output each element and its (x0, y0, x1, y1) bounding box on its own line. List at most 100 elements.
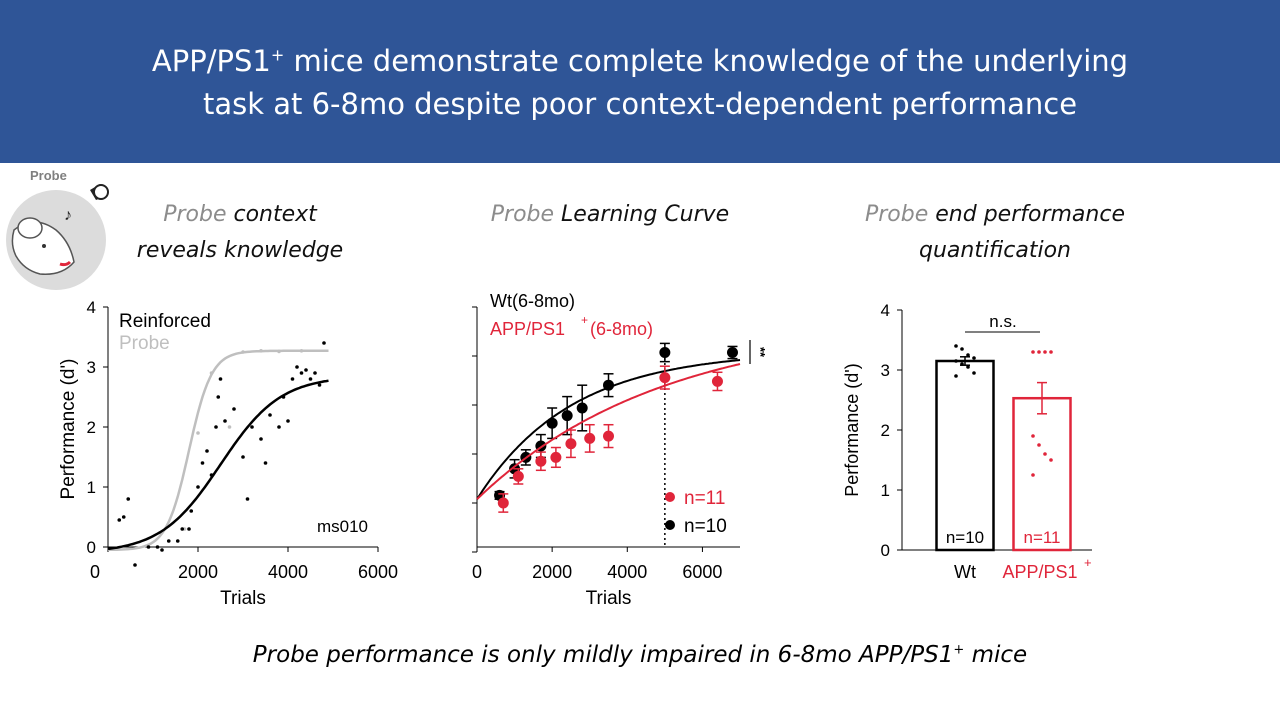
data-point (209, 371, 214, 375)
title-line2: task at 6-8mo despite poor context-depen… (202, 87, 1078, 121)
animal-point (954, 344, 958, 348)
mouse-tongue-icon (59, 260, 72, 267)
speaker-cone (93, 184, 109, 200)
footer-caption: Probe performance is only mildly impaire… (100, 642, 1180, 668)
wt-data-point (603, 379, 614, 391)
app-data-point (550, 451, 562, 463)
mouse-ear-icon (17, 217, 43, 239)
data-point (299, 349, 304, 353)
category-label: Wt (954, 562, 976, 582)
single-mouse-chart: 0 1 2 3 4 0 2000 4000 6000 Trials Performance (d')… (58, 298, 398, 609)
middle-title-rest: Learning Curve (554, 202, 730, 227)
animal-point (1031, 434, 1035, 438)
wt-data-point (726, 347, 738, 359)
data-point (313, 371, 317, 375)
data-point (259, 349, 263, 353)
x-tick-label: 4000 (268, 562, 308, 582)
footer-post: mice (964, 642, 1028, 668)
end-performance-chart: 0 1 2 3 4 Performance (d') n=10 n=11 Wt APP/PS1 + n… (842, 301, 1092, 582)
y-tick-label: 2 (87, 418, 96, 437)
n-label: n=11 (1023, 528, 1060, 547)
right-title-line2: quantification (918, 238, 1071, 263)
title-superscript: + (270, 45, 285, 65)
title-line1-post: mice demonstrate complete knowledge of t… (284, 44, 1129, 78)
legend-entry: Wt(6-8mo) (490, 291, 575, 311)
category-label: APP/PS1 (1002, 562, 1077, 582)
n-marker (665, 492, 675, 502)
data-point (187, 527, 191, 531)
x-tick-label: 2000 (178, 562, 218, 582)
data-point (263, 461, 268, 465)
data-point (216, 395, 221, 399)
data-point (209, 473, 214, 477)
right-title-rest: end performance (928, 202, 1125, 227)
legend-superscript: + (581, 313, 588, 327)
animal-point (1037, 443, 1041, 447)
mouse-eye-icon (42, 244, 46, 248)
data-point (196, 485, 200, 489)
data-point (268, 413, 272, 417)
animal-point (972, 356, 976, 360)
music-note-icon: ♪ (64, 207, 72, 224)
data-point (241, 350, 245, 354)
app-data-point (535, 455, 547, 467)
x-tick-label: 0 (472, 562, 482, 582)
y-tick-label: 1 (881, 481, 890, 500)
data-point (166, 539, 171, 543)
left-title-probe-word: Probe (163, 202, 227, 227)
learning-curve-chart: 0 2000 4000 6000 Trials ** Wt(6-8mo) APP/PS1 + (6… (472, 291, 768, 609)
legend-entry: (6-8mo) (590, 319, 653, 339)
significance-label: ** (753, 347, 768, 358)
animal-point (960, 362, 964, 366)
slide-title: APP/PS1+ mice demonstrate complete knowl… (60, 40, 1220, 126)
y-axis-label: Performance (d') (58, 359, 79, 500)
animal-point (1031, 473, 1035, 477)
app-data-point (659, 372, 671, 384)
app-data-point (711, 375, 723, 387)
data-point (200, 461, 205, 465)
animal-point (960, 347, 964, 351)
data-point (277, 425, 281, 429)
data-point (121, 515, 126, 519)
data-point (218, 377, 223, 381)
n-marker (665, 520, 675, 530)
y-tick-label: 4 (881, 301, 890, 320)
data-point (250, 425, 254, 429)
legend-entry: APP/PS1 (490, 319, 565, 339)
data-point (227, 425, 232, 429)
left-title-line2: reveals knowledge (136, 238, 344, 263)
app-data-point (603, 430, 614, 442)
left-panel-title: Probe context reveals knowledge (110, 197, 370, 269)
probe-icon-label: Probe (30, 168, 67, 183)
animal-point (954, 359, 958, 363)
n-label: n=10 (946, 528, 984, 547)
animal-point (1037, 350, 1041, 354)
animal-point (972, 371, 976, 375)
data-point (232, 407, 236, 411)
y-tick-label: 4 (87, 298, 96, 317)
y-tick-label: 3 (87, 358, 96, 377)
data-point (286, 419, 290, 423)
data-point (241, 455, 245, 459)
app-data-point (565, 438, 577, 450)
animal-point (1049, 458, 1053, 462)
annotation: ms010 (317, 517, 368, 536)
y-tick-label: 1 (87, 478, 96, 497)
app-fit-curve (476, 363, 741, 500)
wt-data-point (546, 417, 558, 429)
animal-point (954, 374, 958, 378)
middle-title-probe-word: Probe (490, 202, 555, 227)
left-title-rest: context (226, 202, 317, 227)
data-point (259, 437, 263, 441)
wt-data-point (561, 410, 573, 422)
data-point (308, 377, 313, 381)
x-tick-label: 6000 (358, 562, 398, 582)
title-line1-pre: APP/PS1 (151, 44, 271, 78)
data-point (277, 349, 281, 354)
animal-point (1049, 350, 1053, 354)
data-point (155, 545, 160, 549)
animal-point (1043, 350, 1047, 354)
y-tick-label: 3 (881, 361, 890, 380)
right-panel-title: Probe end performance quantification (830, 197, 1160, 269)
